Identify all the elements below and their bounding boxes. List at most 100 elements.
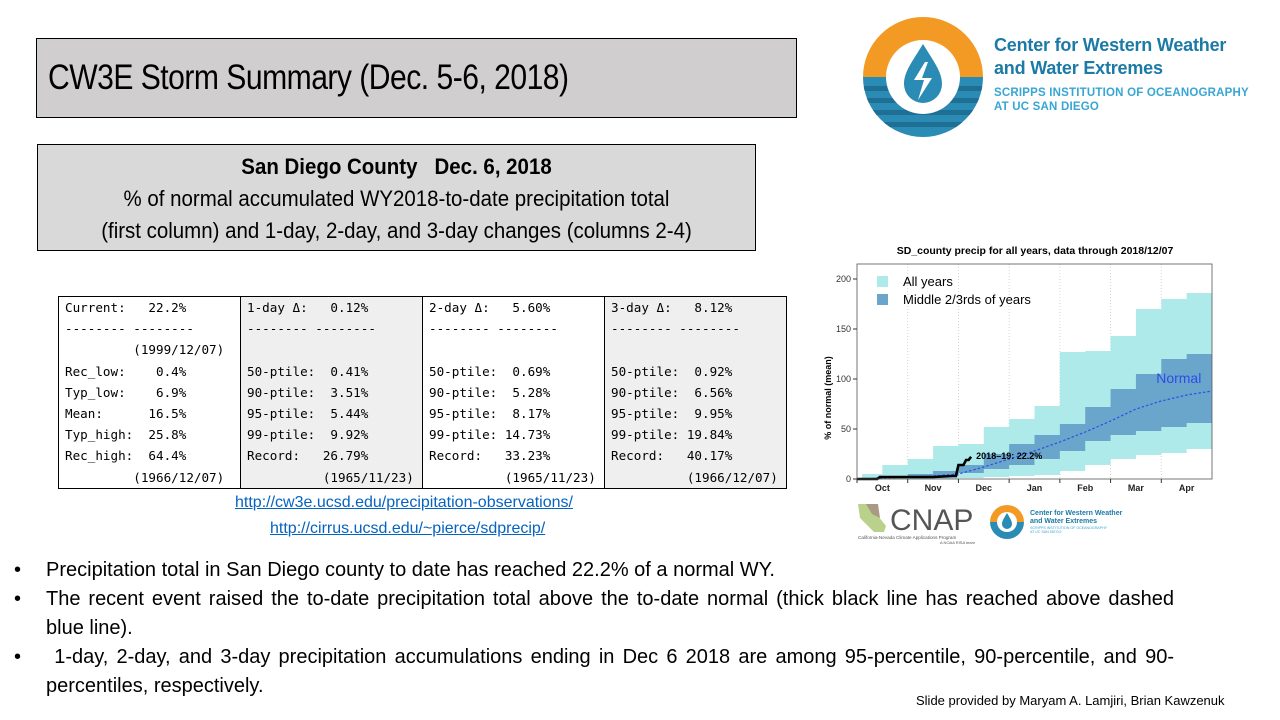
table-line: Record: 40.17% <box>611 448 733 464</box>
precip-stats-table: Current: 22.2% -------- -------- (1999/12… <box>58 296 787 489</box>
cw3e-small-line1: Center for Western Weather <box>1030 510 1123 517</box>
subtitle-box: San Diego County Dec. 6, 2018 % of norma… <box>37 144 756 251</box>
plot-area: 0 50 100 150 200 Oct Nov Dec Jan Feb Mar Apr All yea… <box>836 263 1213 493</box>
subtitle-heading: San Diego County Dec. 6, 2018 <box>241 154 552 179</box>
cnap-logo: CNAP California-Nevada Climate Applicati… <box>858 504 976 545</box>
table-line: (1965/11/23) <box>429 469 596 485</box>
table-line: Current: 22.2% <box>65 300 187 315</box>
summary-bullets: • Precipitation total in San Diego county… <box>14 556 1174 701</box>
x-tick-label: Feb <box>1077 483 1094 493</box>
x-tick-label: Nov <box>925 483 942 493</box>
table-line: (1966/12/07) <box>65 469 225 485</box>
cw3e-logo: Center for Western Weather and Water Ext… <box>858 14 1278 140</box>
bullet-item: • Precipitation total in San Diego county… <box>14 556 1174 585</box>
cw3e-small-logo: Center for Western Weather and Water Ext… <box>990 505 1123 539</box>
org-name: Center for Western Weather and Water Ext… <box>994 34 1226 80</box>
legend-label-all-years: All years <box>903 274 953 289</box>
org-name-line1: Center for Western Weather <box>994 35 1227 55</box>
bullet-text: The recent event raised the to-date prec… <box>46 588 1174 639</box>
table-line: (1999/12/07) <box>65 342 225 358</box>
table-line: 90-ptile: 6.56% <box>611 384 733 400</box>
bullet-item: • The recent event raised the to-date pre… <box>14 585 1174 643</box>
table-line: 90-ptile: 5.28% <box>429 384 551 400</box>
current-value-annotation: 2018–19: 22.2% <box>976 451 1042 461</box>
org-affiliation: SCRIPPS INSTITUTION OF OCEANOGRAPHY AT U… <box>994 86 1249 114</box>
subtitle-line2: % of normal accumulated WY2018-to-date p… <box>123 186 670 211</box>
bullet-dot-icon: • <box>14 559 22 581</box>
x-tick-label: Dec <box>976 483 993 493</box>
precip-chart: SD_county precip for all years, data thr… <box>823 245 1213 493</box>
table-line: Mean: 16.5% <box>65 405 187 421</box>
bullet-text: 1-day, 2-day, and 3-day precipitation ac… <box>46 646 1175 697</box>
table-line: 1-day Δ: 0.12% <box>247 300 369 315</box>
affiliation-line2: AT UC SAN DIEGO <box>994 101 1100 113</box>
column-3-day: 3-day Δ: 8.12% -------- -------- 50-ptile:… <box>604 296 787 489</box>
table-line: 95-ptile: 9.95% <box>611 405 733 421</box>
table-line: -------- -------- <box>611 321 740 337</box>
x-tick-label: Oct <box>875 483 890 493</box>
link-precip-observations[interactable]: http://cw3e.ucsd.edu/precipitation-obser… <box>235 494 573 511</box>
table-line: 50-ptile: 0.41% <box>247 363 369 379</box>
legend-swatch-middle <box>877 294 888 305</box>
table-line: 3-day Δ: 8.12% <box>611 300 733 315</box>
normal-annotation: Normal <box>1156 370 1201 386</box>
table-line: Typ_high: 25.8% <box>65 427 187 443</box>
table-line: (1966/12/07) <box>611 469 778 485</box>
x-tick-label: Mar <box>1128 483 1145 493</box>
column-2-day: 2-day Δ: 5.60% -------- -------- 50-ptile:… <box>422 296 605 489</box>
table-line: Rec_low: 0.4% <box>65 363 187 379</box>
cw3e-small-line2: and Water Extremes <box>1030 518 1097 525</box>
y-tick-label: 50 <box>841 424 851 434</box>
bullet-item: • 1-day, 2-day, and 3-day precipitation … <box>14 643 1174 701</box>
subtitle-line3: (first column) and 1-day, 2-day, and 3-d… <box>101 218 692 243</box>
cnap-subtitle2: A NOAA RISA team <box>940 540 976 545</box>
affiliation-line1: SCRIPPS INSTITUTION OF OCEANOGRAPHY <box>994 87 1249 99</box>
title-box: CW3E Storm Summary (Dec. 5-6, 2018) <box>36 38 797 118</box>
table-line: Record: 33.23% <box>429 448 551 464</box>
column-1-day: 1-day Δ: 0.12% -------- -------- 50-ptile:… <box>240 296 423 489</box>
table-line: Rec_high: 64.4% <box>65 448 187 464</box>
x-tick-label: Jan <box>1027 483 1043 493</box>
current-year-line <box>857 455 973 481</box>
plot-frame <box>856 263 1213 480</box>
table-line: 95-ptile: 5.44% <box>247 405 369 421</box>
table-line: Typ_low: 6.9% <box>65 384 187 400</box>
slide-credit: Slide provided by Maryam A. Lamjiri, Bri… <box>916 693 1225 708</box>
table-line: -------- -------- <box>65 321 194 337</box>
table-line <box>611 339 786 360</box>
cnap-subtitle: California-Nevada Climate Applications P… <box>858 535 956 540</box>
bullet-dot-icon: • <box>14 588 22 610</box>
bullet-text: Precipitation total in San Diego county … <box>46 559 775 581</box>
cw3e-emblem-icon <box>863 17 983 137</box>
table-line: (1965/11/23) <box>247 469 414 485</box>
table-line: Record: 26.79% <box>247 448 369 464</box>
table-line: 99-ptile: 9.92% <box>247 427 369 443</box>
cw3e-small-line4: AT UC SAN DIEGO <box>1030 530 1062 534</box>
column-current: Current: 22.2% -------- -------- (1999/12… <box>58 296 241 489</box>
table-line <box>247 339 422 360</box>
legend-label-middle: Middle 2/3rds of years <box>903 292 1031 307</box>
cnap-wordmark: CNAP <box>890 504 973 537</box>
table-line <box>429 339 604 360</box>
table-line: 50-ptile: 0.69% <box>429 363 551 379</box>
california-nevada-map-icon <box>858 504 886 532</box>
table-line: 50-ptile: 0.92% <box>611 363 733 379</box>
slide-title: CW3E Storm Summary (Dec. 5-6, 2018) <box>48 58 569 97</box>
cw3e-small-line3: SCRIPPS INSTITUTION OF OCEANOGRAPHY <box>1030 526 1108 530</box>
legend-swatch-all-years <box>877 276 888 287</box>
y-tick-label: 100 <box>836 374 851 384</box>
middle-two-thirds-band <box>857 352 1212 479</box>
bullet-dot-icon: • <box>14 646 22 668</box>
table-line: -------- -------- <box>429 321 558 337</box>
table-line: 95-ptile: 8.17% <box>429 405 551 421</box>
table-line: 99-ptile: 19.84% <box>611 427 733 443</box>
table-line: -------- -------- <box>247 321 376 337</box>
water-drop-icon <box>1002 513 1012 529</box>
table-line: 99-ptile: 14.73% <box>429 427 551 443</box>
chart-title: SD_county precip for all years, data thr… <box>897 245 1174 257</box>
org-name-line2: and Water Extremes <box>994 58 1163 78</box>
y-tick-label: 150 <box>836 324 851 334</box>
link-sdprecip[interactable]: http://cirrus.ucsd.edu/~pierce/sdprecip/ <box>270 520 546 537</box>
table-line: 2-day Δ: 5.60% <box>429 300 551 315</box>
x-tick-label: Apr <box>1179 483 1195 493</box>
